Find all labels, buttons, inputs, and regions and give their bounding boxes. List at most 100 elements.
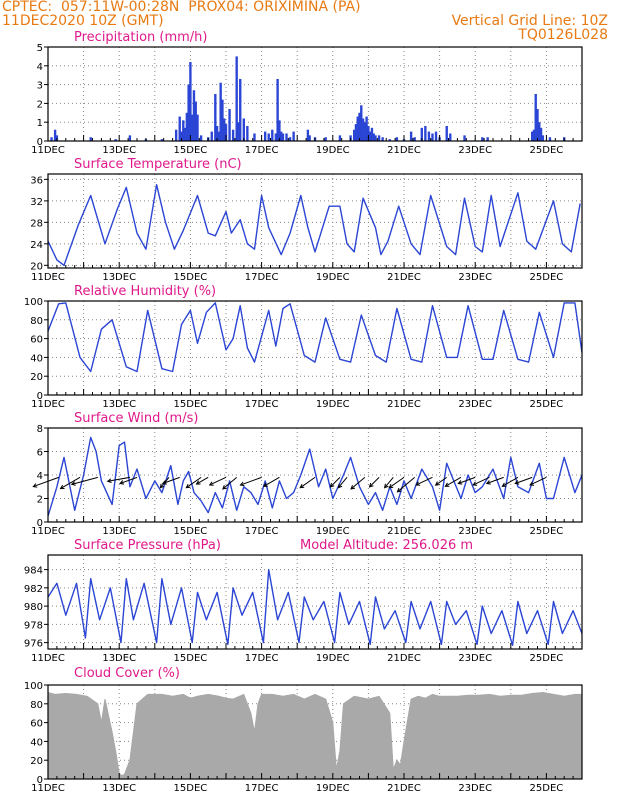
precip-bar bbox=[361, 118, 365, 141]
precip-bar bbox=[356, 116, 359, 141]
wind-arrow-head bbox=[350, 485, 356, 490]
precip-bar bbox=[486, 137, 489, 141]
x-tick-label: 13DEC bbox=[102, 783, 136, 794]
wind-arrow-head bbox=[119, 480, 125, 485]
series-line bbox=[48, 302, 582, 373]
x-tick-label: 21DEC bbox=[387, 526, 421, 537]
x-tick-label: 25DEC bbox=[530, 783, 564, 794]
wind-arrow bbox=[515, 476, 533, 484]
x-tick-label: 25DEC bbox=[530, 653, 564, 664]
precip-bar bbox=[539, 127, 543, 141]
precip-bar bbox=[239, 78, 242, 141]
wind-arrow bbox=[71, 476, 98, 485]
y-tick-label: 100 bbox=[24, 681, 43, 692]
precip-bar bbox=[538, 122, 541, 141]
wind-arrow bbox=[240, 476, 262, 486]
y-tick-label: 28 bbox=[30, 218, 43, 229]
wind-arrow-head bbox=[106, 478, 112, 484]
panel-title: Precipitation (mm/h) bbox=[74, 30, 207, 45]
x-tick-label: 23DEC bbox=[458, 526, 492, 537]
x-tick-label: 19DEC bbox=[316, 526, 350, 537]
y-tick-label: 978 bbox=[24, 620, 43, 631]
wind-arrow bbox=[196, 476, 209, 485]
y-tick-label: 40 bbox=[30, 353, 43, 364]
wind-arrow-head bbox=[514, 480, 520, 485]
header-location: CPTEC: 057:11W-00:28N PROX04: ORIXIMINA … bbox=[2, 0, 361, 15]
precip-bar bbox=[178, 116, 181, 141]
precip-bar bbox=[324, 137, 327, 141]
wind-arrow-head bbox=[388, 483, 394, 489]
y-tick-label: 976 bbox=[24, 639, 43, 650]
precip-bar bbox=[368, 131, 372, 141]
y-tick-label: 5 bbox=[37, 43, 43, 54]
x-tick-label: 23DEC bbox=[458, 399, 492, 410]
precip-bar bbox=[187, 84, 190, 141]
precip-bar bbox=[219, 82, 222, 141]
precip-bar bbox=[365, 116, 368, 141]
precip-bar bbox=[532, 129, 536, 141]
precip-bar bbox=[128, 135, 132, 141]
x-tick-label: 15DEC bbox=[174, 272, 208, 283]
precip-bar bbox=[194, 101, 197, 141]
series-line bbox=[48, 183, 581, 266]
wind-arrow bbox=[415, 476, 433, 486]
precip-bar bbox=[534, 94, 537, 141]
y-tick-label: 80 bbox=[30, 700, 43, 711]
precip-bar bbox=[192, 90, 196, 141]
y-tick-label: 984 bbox=[24, 566, 43, 577]
precip-bar bbox=[237, 122, 240, 141]
y-tick-label: 20 bbox=[30, 261, 43, 272]
wind-arrow-head bbox=[529, 481, 535, 486]
precip-bar bbox=[449, 133, 452, 141]
precip-bar bbox=[182, 120, 185, 141]
wind-arrow-head bbox=[501, 482, 507, 487]
x-tick-label: 15DEC bbox=[174, 399, 208, 410]
y-tick-label: 2 bbox=[37, 495, 43, 506]
y-tick-label: 60 bbox=[30, 719, 43, 730]
wind-arrow-head bbox=[208, 481, 214, 486]
wind-arrow bbox=[369, 476, 380, 488]
x-tick-label: 23DEC bbox=[458, 145, 492, 156]
y-tick-label: 3 bbox=[37, 81, 43, 92]
wind-arrow-head bbox=[485, 480, 491, 485]
wind-arrow bbox=[397, 476, 416, 493]
header-model-id: TQ0126L028 bbox=[518, 27, 608, 43]
x-tick-label: 17DEC bbox=[245, 653, 279, 664]
precip-bar bbox=[395, 137, 399, 141]
precip-bar bbox=[185, 112, 189, 141]
precip-bar bbox=[190, 114, 194, 141]
precip-bar bbox=[279, 131, 283, 141]
precip-bar bbox=[271, 129, 274, 141]
wind-arrow bbox=[445, 476, 462, 487]
wind-arrow bbox=[299, 476, 316, 489]
x-tick-label: 11DEC bbox=[31, 145, 65, 156]
y-tick-label: 0 bbox=[37, 518, 43, 529]
wind-arrow bbox=[337, 477, 348, 489]
x-tick-label: 17DEC bbox=[245, 272, 279, 283]
x-tick-label: 23DEC bbox=[458, 783, 492, 794]
y-tick-label: 60 bbox=[30, 335, 43, 346]
x-tick-label: 11DEC bbox=[31, 526, 65, 537]
x-tick-label: 17DEC bbox=[245, 526, 279, 537]
y-tick-label: 0 bbox=[37, 775, 43, 786]
x-tick-label: 13DEC bbox=[102, 526, 136, 537]
precip-bar bbox=[224, 124, 228, 141]
header-grid-line: Vertical Grid Line: 10Z bbox=[451, 13, 608, 29]
wind-arrow bbox=[384, 477, 394, 489]
y-tick-label: 36 bbox=[30, 175, 43, 186]
precip-bar bbox=[278, 120, 281, 141]
wind-arrow bbox=[186, 476, 202, 489]
x-tick-label: 21DEC bbox=[387, 653, 421, 664]
precip-bar bbox=[354, 124, 358, 141]
panel-frame bbox=[47, 554, 583, 650]
y-tick-label: 24 bbox=[30, 240, 43, 251]
wind-arrow bbox=[529, 476, 547, 486]
x-tick-label: 11DEC bbox=[31, 272, 65, 283]
precip-bar bbox=[370, 127, 374, 141]
precip-bar bbox=[263, 131, 267, 141]
precip-bar bbox=[180, 131, 183, 141]
precip-bar bbox=[360, 105, 363, 141]
precip-bar bbox=[377, 135, 381, 141]
wind-arrow-head bbox=[70, 481, 76, 486]
wind-arrow bbox=[502, 476, 519, 487]
